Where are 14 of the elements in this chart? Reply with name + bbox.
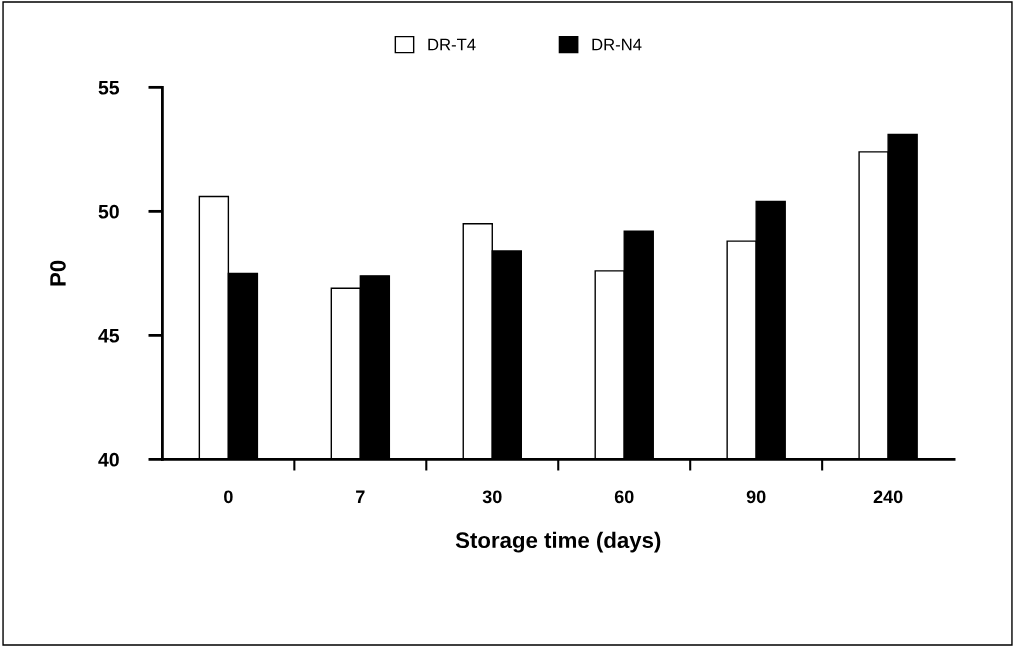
y-tick-label: 40	[98, 452, 119, 467]
x-axis-title: Storage time (days)	[455, 531, 661, 553]
y-tick-label: 50	[98, 204, 119, 219]
y-tick-label: 45	[98, 329, 120, 343]
x-tick-label: 7	[356, 490, 365, 504]
x-tick-label: 60	[614, 490, 634, 504]
y-tick-label: 55	[98, 81, 120, 95]
x-tick-label: 0	[224, 490, 233, 504]
legend-label: DR-T4	[428, 38, 476, 51]
legend-label: DR-N4	[592, 38, 642, 51]
x-tick-label: 240	[873, 490, 903, 504]
x-tick-label: 90	[746, 490, 766, 504]
x-tick-label: 30	[482, 490, 502, 504]
y-axis-title: P0	[50, 260, 66, 286]
